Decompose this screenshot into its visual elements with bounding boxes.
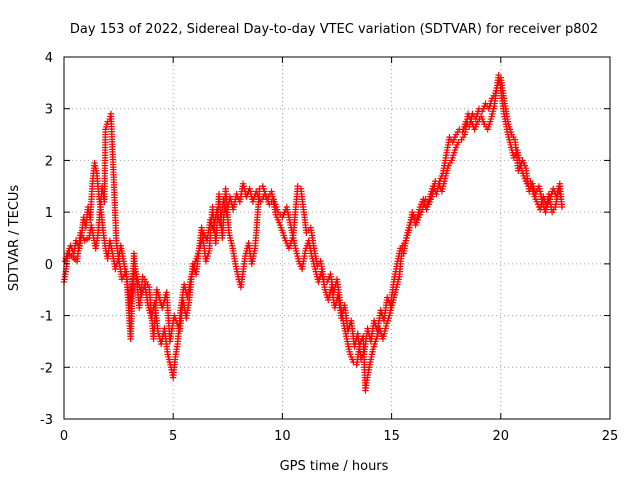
data-point-fill	[144, 281, 151, 288]
data-point-fill	[321, 283, 328, 291]
data-point-fill	[446, 159, 454, 167]
x-tick-label: 15	[383, 429, 400, 444]
x-tick-label: 20	[493, 429, 510, 444]
y-tick-label: 2	[45, 154, 53, 169]
data-point-fill	[400, 239, 408, 247]
data-point-fill	[289, 234, 296, 242]
data-point-fill	[459, 133, 467, 141]
data-point-fill	[94, 234, 101, 242]
data-point-fill	[385, 314, 392, 322]
data-point-fill	[228, 239, 235, 247]
y-tick-label: 1	[45, 206, 53, 221]
data-point-fill	[490, 105, 497, 112]
data-point-fill	[83, 236, 91, 243]
data-point-fill	[486, 118, 494, 125]
data-series	[60, 71, 566, 394]
data-point-fill	[550, 206, 557, 213]
data-point-fill	[343, 333, 350, 340]
data-point-fill	[427, 196, 435, 203]
data-point-fill	[556, 190, 564, 198]
data-point-fill	[369, 348, 376, 355]
chart-title: Day 153 of 2022, Sidereal Day-to-day VTE…	[70, 22, 598, 37]
data-point-fill	[336, 296, 344, 304]
data-point-fill	[405, 229, 412, 237]
data-point-fill	[251, 247, 258, 255]
data-point-fill	[453, 141, 461, 149]
data-point-fill	[93, 167, 100, 174]
plot-frame	[63, 56, 611, 420]
data-point-fill	[450, 149, 458, 156]
x-tick-label: 10	[274, 429, 291, 444]
data-point-fill	[510, 133, 517, 141]
data-point-fill	[171, 356, 179, 363]
x-tick-label: 5	[169, 429, 177, 444]
x-tick-label: 0	[60, 429, 68, 444]
data-point-fill	[395, 276, 402, 283]
data-point-fill	[362, 382, 370, 389]
data-point-fill	[501, 100, 508, 107]
data-point-fill	[108, 245, 115, 252]
y-tick-label: 3	[45, 103, 53, 118]
data-point-fill	[205, 250, 212, 257]
data-point-fill	[504, 118, 512, 125]
data-point-fill	[392, 289, 399, 296]
data-point-fill	[480, 118, 487, 125]
y-tick-label: -3	[40, 413, 53, 428]
data-point-fill	[444, 164, 451, 172]
data-point-fill	[301, 250, 309, 257]
data-point-fill	[388, 302, 396, 309]
data-point-fill	[507, 128, 515, 136]
series-sdtvar	[60, 71, 566, 394]
data-point-fill	[102, 128, 109, 136]
data-point-fill	[280, 232, 287, 239]
data-point-fill	[532, 196, 539, 203]
x-axis-label: GPS time / hours	[280, 459, 389, 474]
data-point-fill	[467, 115, 474, 123]
data-point-fill	[275, 219, 283, 226]
data-point-fill	[414, 216, 422, 224]
data-point-fill	[294, 255, 302, 262]
data-point-fill	[431, 180, 438, 187]
data-point-fill	[231, 258, 239, 265]
data-point-fill	[66, 251, 73, 259]
data-point-fill	[366, 364, 373, 371]
x-tick-label: 25	[602, 429, 619, 444]
data-point-fill	[382, 325, 389, 332]
data-point-fill	[241, 255, 249, 262]
data-point-fill	[339, 317, 347, 324]
data-point-fill	[372, 338, 379, 345]
grid	[64, 57, 610, 419]
y-tick-label: -2	[40, 361, 53, 376]
axes: 0 5 10 15 20 25 -3 -2 -1 0 1 2 3 4	[40, 51, 618, 444]
data-point-fill	[454, 128, 461, 136]
data-point-fill	[310, 242, 317, 249]
data-point-fill	[474, 108, 482, 115]
y-tick-label: 4	[45, 51, 53, 66]
y-tick-label: 0	[45, 258, 53, 273]
data-point-fill	[538, 196, 545, 203]
y-axis-label: SDTVAR / TECUs	[7, 185, 22, 292]
y-tick-label: -1	[40, 310, 53, 325]
data-point-fill	[164, 348, 171, 355]
data-point-fill	[173, 343, 181, 350]
data-point-fill	[294, 185, 301, 193]
data-point-fill	[272, 208, 279, 216]
data-point-fill	[399, 245, 406, 252]
data-point-fill	[473, 121, 480, 128]
data-point-fill	[225, 227, 232, 234]
data-point-fill	[417, 208, 425, 216]
data-point-fill	[80, 234, 87, 242]
data-point-fill	[558, 201, 565, 208]
data-point-fill	[451, 133, 459, 141]
data-point-fill	[521, 162, 529, 169]
data-point-fill	[441, 177, 448, 185]
data-point-fill	[320, 273, 327, 280]
data-point-fill	[346, 348, 353, 355]
data-point-fill	[442, 154, 449, 162]
data-point-fill	[185, 296, 193, 304]
